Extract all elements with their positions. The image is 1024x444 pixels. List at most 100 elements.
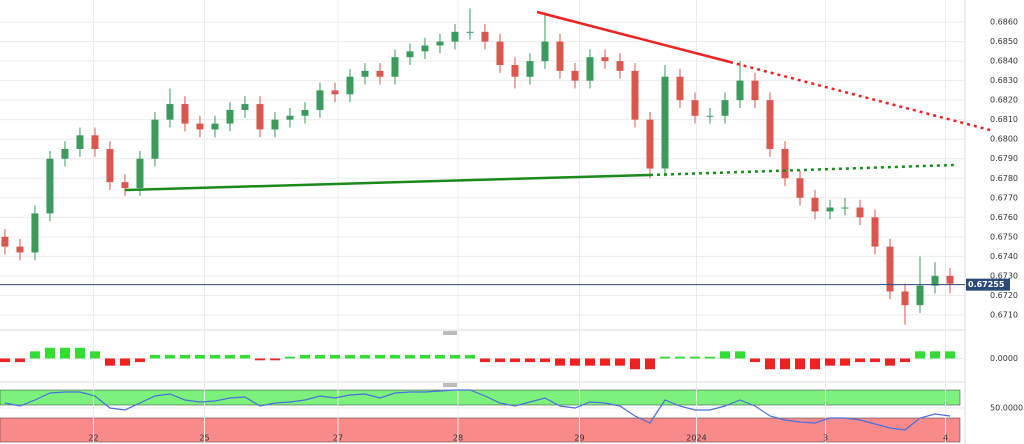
resistance-line	[536, 10, 731, 64]
macd-bar	[29, 351, 40, 359]
y-tick-label: 0.6740	[990, 252, 1018, 261]
macd-bar	[644, 358, 655, 370]
macd-bar	[44, 347, 55, 359]
candle-body	[181, 104, 189, 124]
y-tick-label: 0.6750	[990, 232, 1018, 241]
candle-body	[361, 70, 369, 77]
macd-bar	[539, 358, 550, 363]
candle-body	[151, 119, 159, 159]
y-tick-label: 0.6820	[990, 96, 1018, 105]
macd-bar	[134, 358, 145, 363]
macd-bar	[839, 358, 850, 366]
macd-bar	[674, 356, 685, 359]
macd-bar	[899, 358, 910, 363]
resistance-extension	[729, 60, 991, 132]
overbought-band	[0, 389, 961, 406]
candle-body	[166, 104, 174, 120]
macd-bar	[584, 358, 595, 366]
macd-bar	[359, 354, 370, 359]
x-tick-label: 28	[453, 434, 463, 443]
macd-bar	[494, 358, 505, 363]
candle-body	[61, 148, 69, 159]
y-tick-label: 50.0000	[990, 404, 1023, 413]
resize-handle[interactable]	[443, 331, 457, 335]
candle-body	[946, 275, 954, 284]
candle-body	[211, 123, 219, 130]
macd-bar	[719, 351, 730, 359]
candle-body	[766, 100, 774, 149]
macd-bar	[464, 354, 475, 359]
candle-body	[931, 275, 939, 286]
y-tick-label: 0.6730	[990, 271, 1018, 280]
macd-bar	[869, 358, 880, 363]
y-tick-label: 0.6790	[990, 154, 1018, 163]
candle-body	[46, 158, 54, 214]
macd-bar	[314, 354, 325, 359]
candle-body	[301, 109, 309, 116]
macd-bar	[629, 358, 640, 370]
candle-body	[541, 41, 549, 62]
candle-body	[706, 115, 714, 117]
candle-body	[676, 76, 684, 101]
last-price-label: 0.67255	[968, 280, 1005, 289]
macd-bar	[449, 354, 460, 359]
macd-bar	[104, 358, 115, 366]
candle-body	[721, 100, 729, 116]
macd-bar	[599, 358, 610, 366]
candle-body	[91, 135, 99, 149]
candle-body	[556, 41, 564, 71]
macd-bar	[14, 358, 25, 363]
x-tick-label: 2024	[686, 434, 706, 443]
y-tick-label: 0.6860	[990, 18, 1018, 27]
macd-bar	[59, 347, 70, 359]
candle-body	[661, 76, 669, 169]
macd-bar	[824, 358, 835, 366]
macd-bar	[344, 354, 355, 359]
candle-body	[436, 41, 444, 46]
y-tick-label: 0.6720	[990, 291, 1018, 300]
candle-body	[511, 65, 519, 77]
y-tick-label: 0.6850	[990, 37, 1018, 46]
candle-body	[226, 109, 234, 124]
candle-body	[586, 57, 594, 81]
macd-bar	[614, 358, 625, 366]
candle-body	[466, 31, 474, 33]
resize-handle[interactable]	[443, 383, 457, 387]
macd-bar	[254, 358, 265, 361]
macd-bar	[884, 358, 895, 366]
candle-body	[736, 80, 744, 101]
macd-bar	[524, 358, 535, 363]
macd-bar	[794, 358, 805, 370]
candle-body	[286, 115, 294, 120]
candle-body	[406, 51, 414, 58]
candle-body	[841, 207, 849, 209]
macd-bar	[149, 354, 160, 359]
candle-body	[646, 119, 654, 169]
y-tick-label: 0.6760	[990, 213, 1018, 222]
macd-bar	[764, 358, 775, 370]
y-tick-label: 0.0000	[990, 354, 1018, 363]
candle-body	[526, 61, 534, 77]
candle-body	[571, 70, 579, 81]
x-tick-label: 29	[574, 434, 584, 443]
macd-bar	[434, 354, 445, 359]
x-tick-label: 4	[943, 434, 948, 443]
y-tick-label: 0.6800	[990, 135, 1018, 144]
macd-bar	[284, 356, 295, 359]
support-line	[124, 173, 651, 192]
macd-bar	[914, 351, 925, 359]
y-tick-label: 0.6770	[990, 193, 1018, 202]
macd-bar	[329, 354, 340, 359]
y-tick-label: 0.6710	[990, 310, 1018, 319]
candle-body	[616, 61, 624, 71]
candle-body	[496, 41, 504, 66]
candle-body	[16, 246, 24, 253]
candle-body	[1, 236, 9, 247]
candle-body	[751, 80, 759, 101]
candle-body	[826, 207, 834, 212]
x-tick-label: 3	[823, 434, 828, 443]
candle-body	[331, 90, 339, 95]
candle-body	[106, 148, 114, 183]
candle-body	[316, 90, 324, 110]
